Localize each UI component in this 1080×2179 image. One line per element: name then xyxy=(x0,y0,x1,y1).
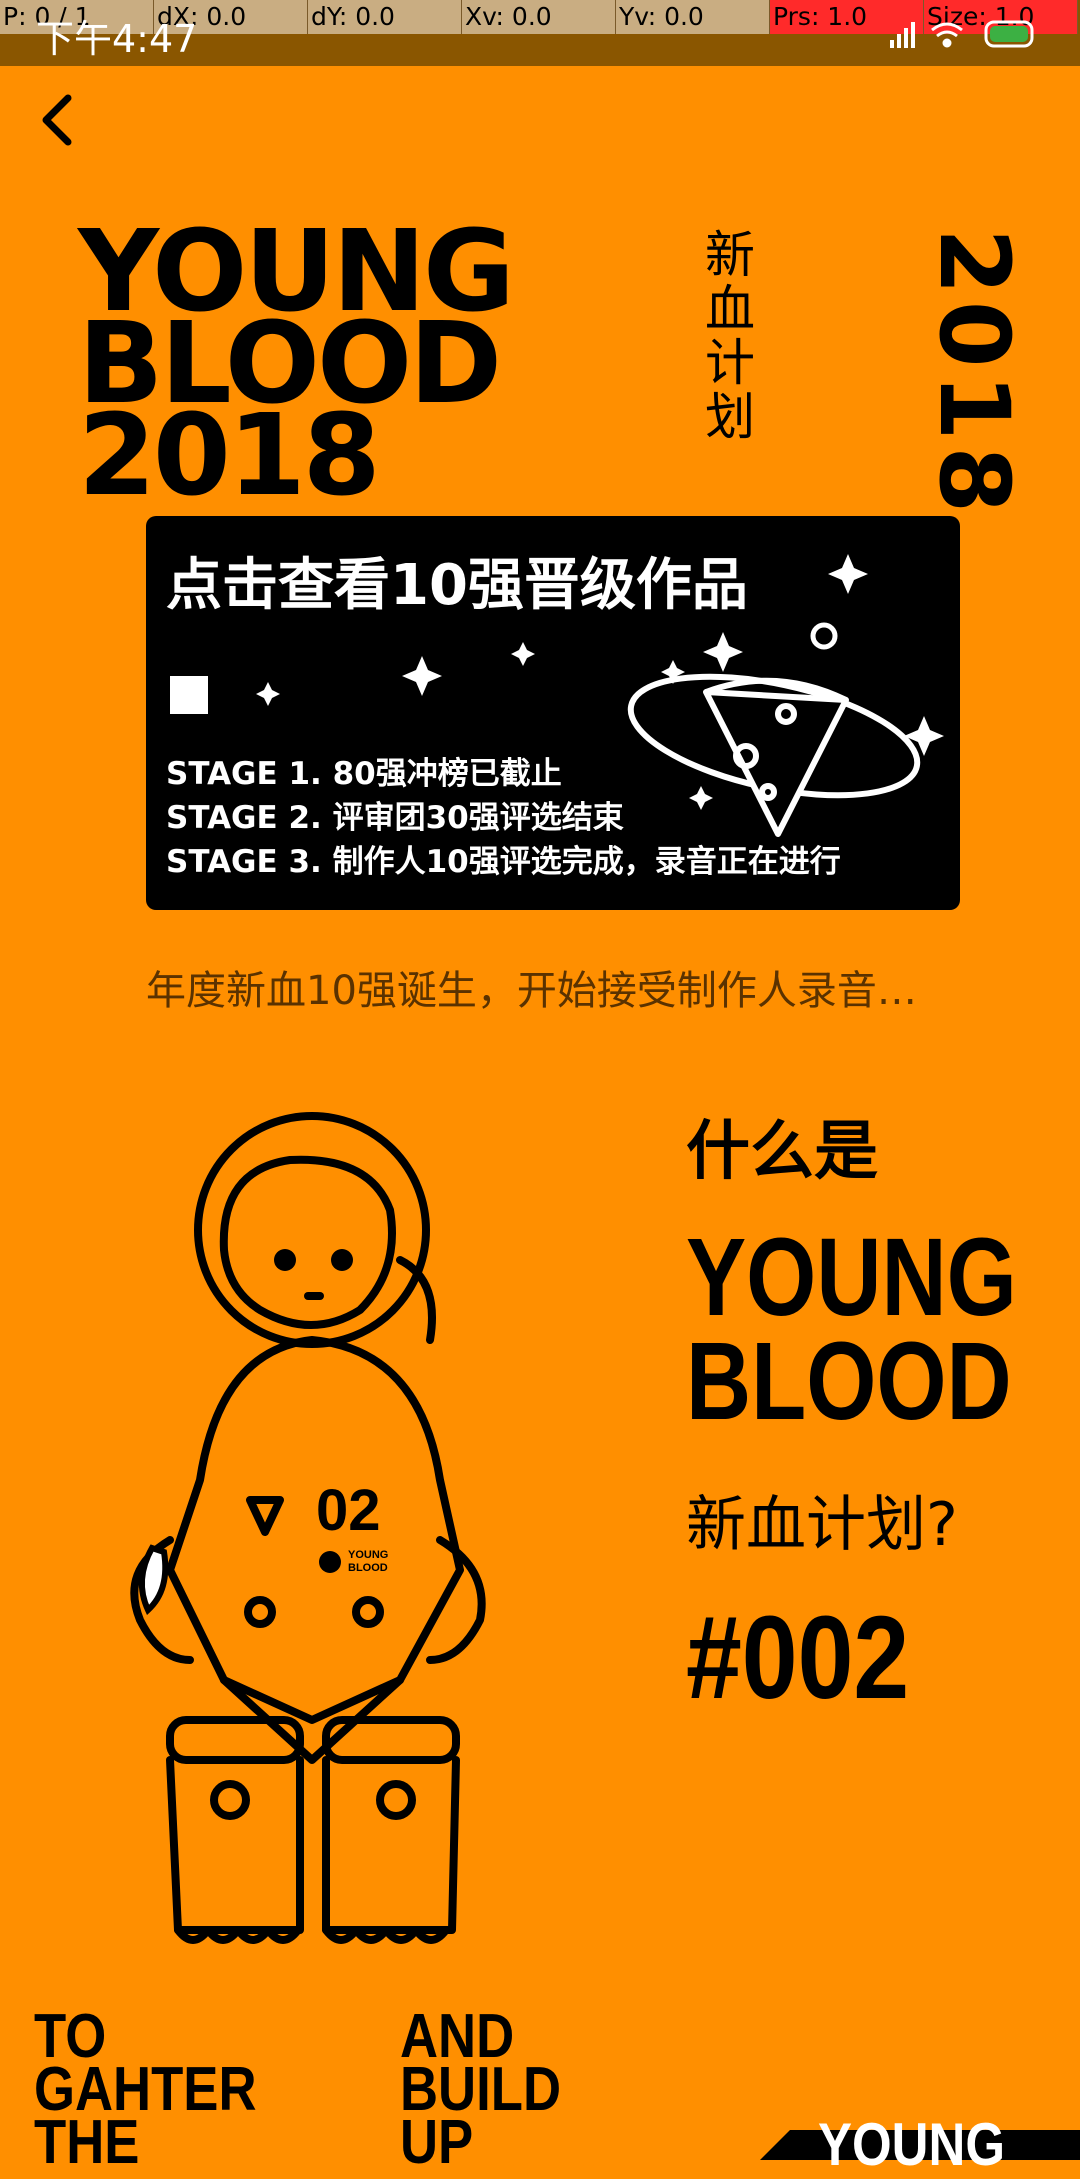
chevron-left-icon xyxy=(42,94,72,146)
footer-slogan-line: AND xyxy=(400,2002,515,2071)
hero-title-line: YOUNG xyxy=(78,207,515,337)
promo-stage-item: STAGE 3. 制作人10强评选完成，录音正在进行 xyxy=(166,844,841,880)
promo-subtitle[interactable]: 年度新血10强诞生，开始接受制作人录音… xyxy=(146,968,917,1014)
promo-stage-item: STAGE 1. 80强冲榜已截止 xyxy=(166,756,562,792)
hero-vertical-chinese: 新血计划 xyxy=(697,228,755,444)
hero-vertical-year: 2018 xyxy=(918,228,1030,520)
astronaut-brand-line: BLOOD xyxy=(348,1562,388,1574)
footer-brand-badge xyxy=(760,2120,1080,2160)
status-icons xyxy=(890,20,1034,48)
hero-title-line: BLOOD xyxy=(78,299,502,429)
back-button[interactable] xyxy=(28,90,88,150)
hero-title-line: 2018 xyxy=(78,391,381,521)
footer-slogan-line: BUILD xyxy=(400,2055,562,2124)
status-time: 下午4:47 xyxy=(36,17,198,61)
question-subtitle: 新血计划? xyxy=(686,1490,958,1560)
question-lead: 什么是 xyxy=(686,1115,878,1189)
astronaut-illustration: 02 YOUNG BLOOD xyxy=(130,1112,486,1944)
square-icon xyxy=(170,676,208,714)
hero-title: YOUNG BLOOD 2018 xyxy=(78,207,515,521)
sparkle-icons xyxy=(256,554,944,810)
debug-xv: Xv: 0.0 xyxy=(462,0,616,34)
astronaut-brand-line: YOUNG xyxy=(348,1549,388,1561)
debug-pointer-count: P: 0 / 1 xyxy=(0,0,154,34)
footer-brand-text: YOUNG xyxy=(818,2111,1006,2178)
top10-works-banner[interactable]: 点击查看10强晋级作品 STAGE 1. 80强冲榜已截止 STAGE 2. 评… xyxy=(146,516,960,910)
question-title-line: BLOOD xyxy=(686,1320,1012,1443)
issue-number: #002 xyxy=(686,1592,910,1724)
pizza-planet-icon xyxy=(627,673,921,837)
promo-stage-item: STAGE 2. 评审团30强评选结束 xyxy=(166,800,624,836)
battery-icon xyxy=(984,20,1034,48)
footer-slogan-right: AND BUILD UP xyxy=(400,2002,562,2174)
debug-dy: dY: 0.0 xyxy=(308,0,462,34)
footer-slogan-left: TO GAHTER THE xyxy=(34,2002,257,2174)
debug-yv: Yv: 0.0 xyxy=(616,0,770,34)
signal-icon xyxy=(890,22,915,48)
debug-pressure: Prs: 1.0 xyxy=(770,0,924,34)
promo-stage-list: STAGE 1. 80强冲榜已截止 STAGE 2. 评审团30强评选结束 ST… xyxy=(166,752,841,884)
debug-dx: dX: 0.0 xyxy=(154,0,308,34)
space-pizza-illustration xyxy=(170,554,944,837)
question-title-line: YOUNG xyxy=(686,1216,1017,1339)
wifi-icon xyxy=(931,22,963,48)
footer-slogan-line: TO xyxy=(34,2002,107,2071)
footer-slogan-line: GAHTER xyxy=(34,2055,257,2124)
astronaut-chest-number: 02 xyxy=(316,1478,381,1543)
promo-headline: 点击查看10强晋级作品 xyxy=(166,553,748,618)
pointer-debug-overlay: P: 0 / 1 dX: 0.0 dY: 0.0 Xv: 0.0 Yv: 0.0… xyxy=(0,0,1080,34)
question-title: YOUNG BLOOD xyxy=(686,1216,1017,1443)
